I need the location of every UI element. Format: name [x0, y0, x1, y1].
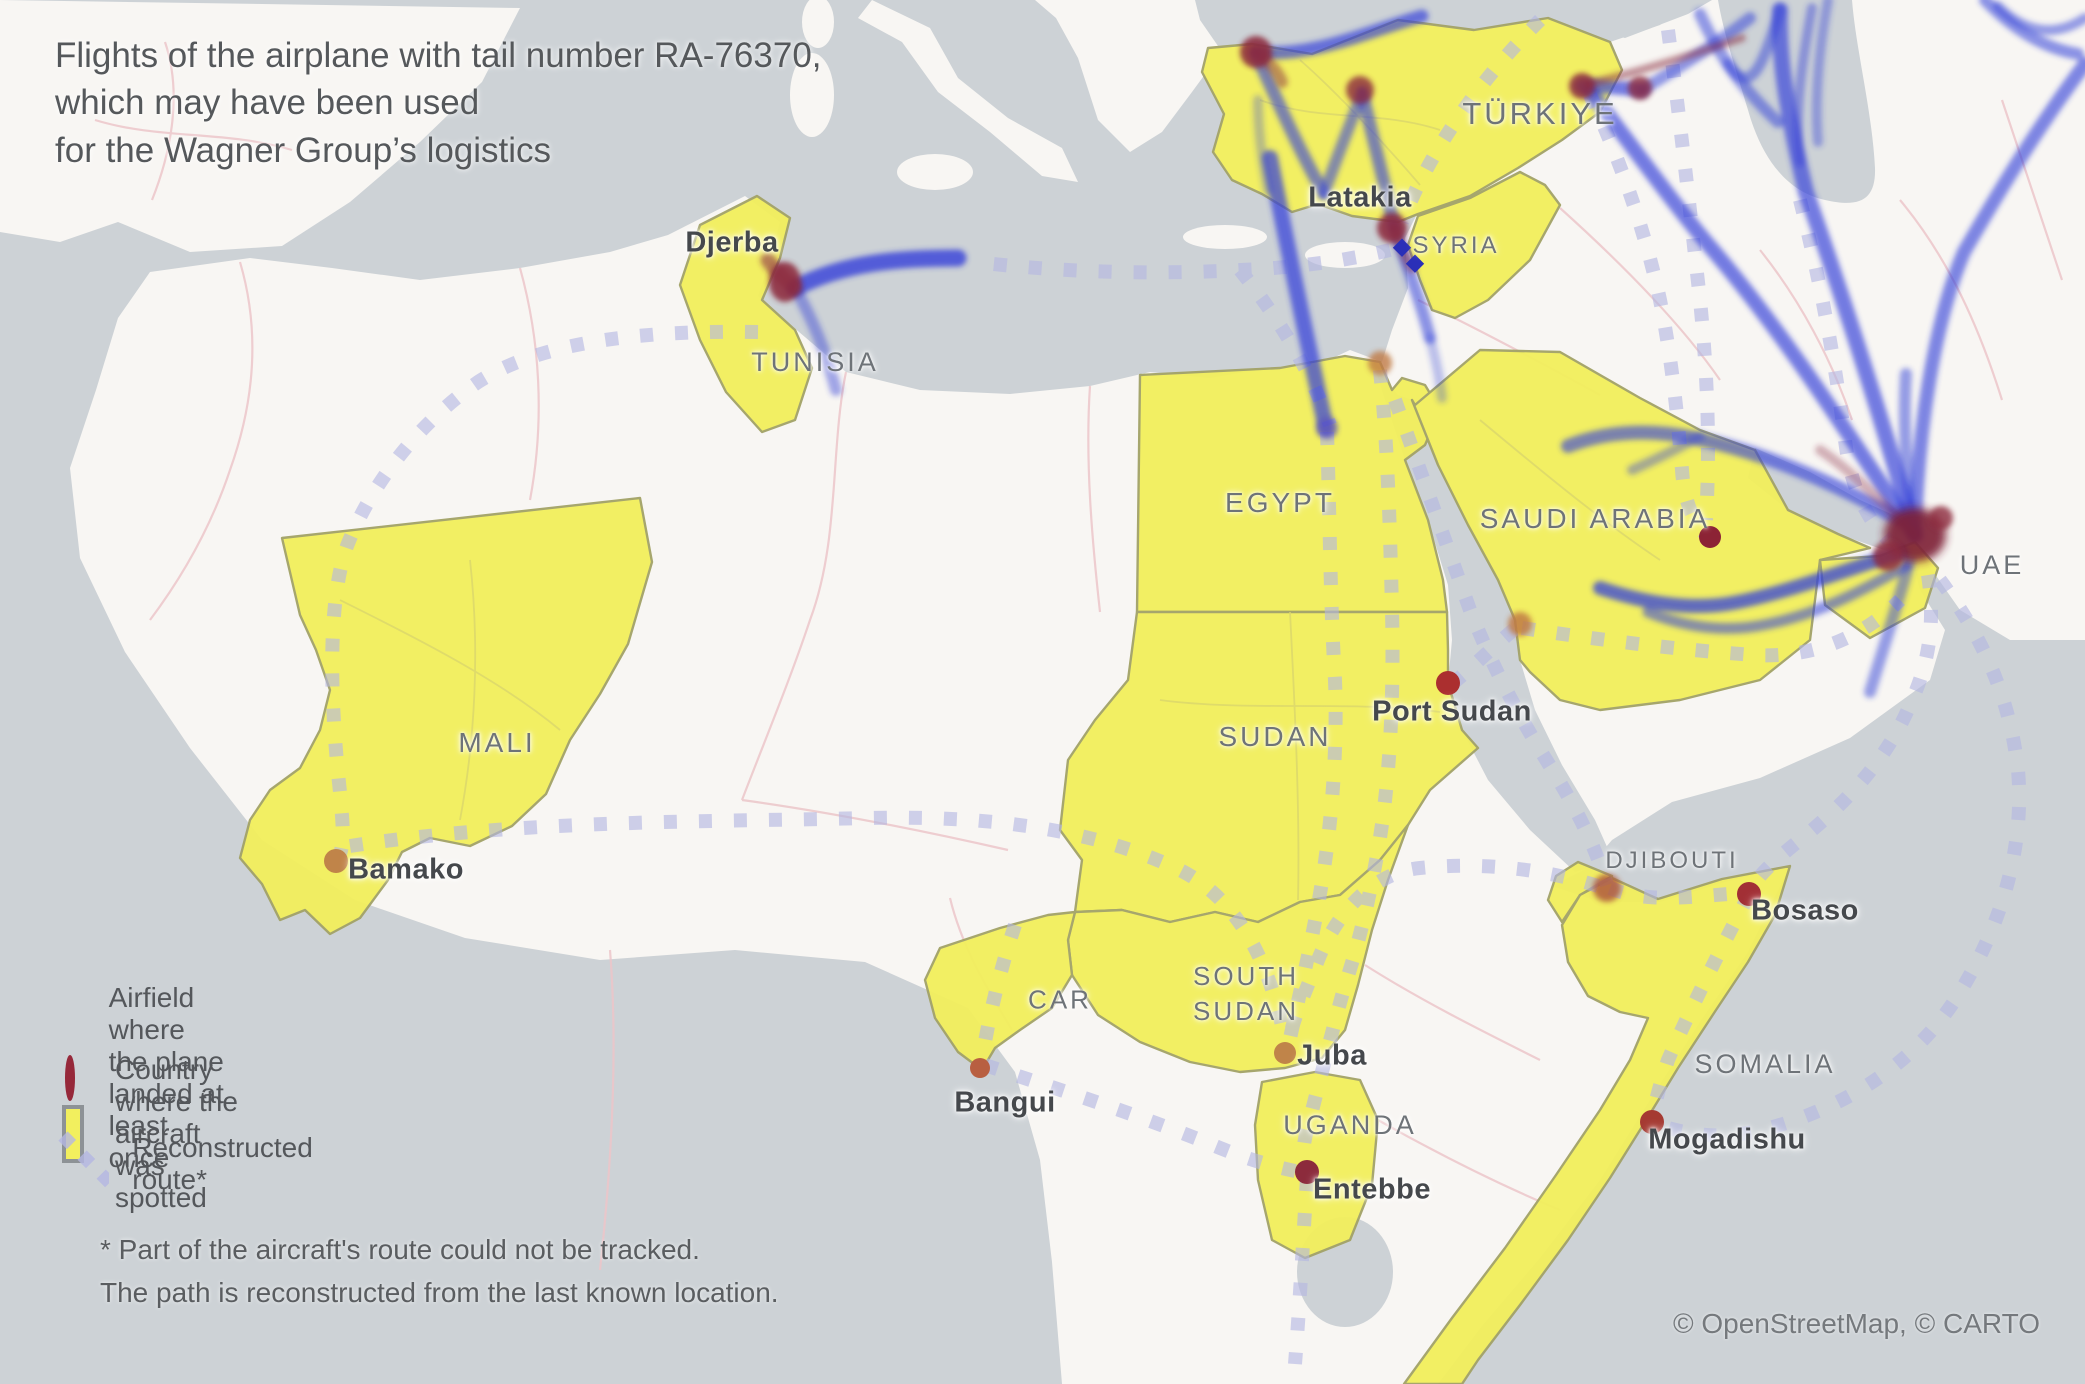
- tracked-diamond-2: [1405, 254, 1425, 273]
- admin-borders: [94, 41, 2064, 1271]
- country-syria: [1406, 170, 1562, 320]
- black-sea: [1195, 0, 1690, 54]
- reconstructed-routes: [325, 15, 2027, 1365]
- airfield-dot-east-anatolia: [1569, 73, 1595, 99]
- airfield-dot-port-sudan: [1436, 671, 1460, 695]
- route-bangui-entebbe: [982, 1058, 1302, 1179]
- flight-tracks: [786, 0, 2085, 698]
- country-egypt: [1135, 354, 1449, 614]
- land-italy: [858, 0, 1078, 182]
- airfield-dots: [324, 36, 1953, 1184]
- airfield-dot-djibouti: [1593, 874, 1621, 902]
- airfield-dot-port-said: [1368, 351, 1392, 375]
- airfield-dot-bamako: [324, 849, 348, 873]
- route-somalia-coast: [1645, 891, 1756, 1120]
- tracked-diamond-1: [1392, 238, 1412, 257]
- route-turkey-diag: [1395, 15, 1545, 225]
- airfield-dot-bangui: [970, 1058, 990, 1078]
- route-iran-south-1: [1661, 29, 1715, 521]
- red-sea: [1375, 368, 1612, 872]
- airfield-dot-caucasus: [1628, 76, 1652, 100]
- airfield-dot-ankara: [1346, 76, 1374, 104]
- airfield-dot-juba: [1274, 1042, 1296, 1064]
- airfield-dot-cairo: [1316, 417, 1338, 439]
- route-tunisia-bamako: [325, 324, 759, 862]
- airfield-dot-istanbul: [1240, 36, 1272, 68]
- route-djibouti-juba: [1281, 858, 1601, 1047]
- inner-seas: [1195, 0, 1918, 1327]
- airfield-dot-djerba: [769, 262, 801, 302]
- land-balkans: [1035, 0, 1252, 152]
- airfield-dot-latakia: [1377, 213, 1407, 243]
- airfield-dot-riyadh: [1699, 526, 1721, 548]
- route-bamako-juba: [348, 810, 1292, 1042]
- country-tunisia: [678, 194, 814, 434]
- land-iberia: [0, 0, 520, 252]
- airfield-dot-bosaso: [1737, 882, 1761, 906]
- route-red-sea: [1388, 397, 1614, 888]
- airfield-dot-entebbe: [1295, 1160, 1319, 1184]
- airfield-dot-jeddah: [1508, 612, 1532, 636]
- route-bangui-spur: [975, 922, 1022, 1062]
- country-car: [923, 910, 1077, 1072]
- yellow-interior-borders: [339, 59, 1661, 901]
- airfield-dot-mogadishu: [1640, 1110, 1664, 1134]
